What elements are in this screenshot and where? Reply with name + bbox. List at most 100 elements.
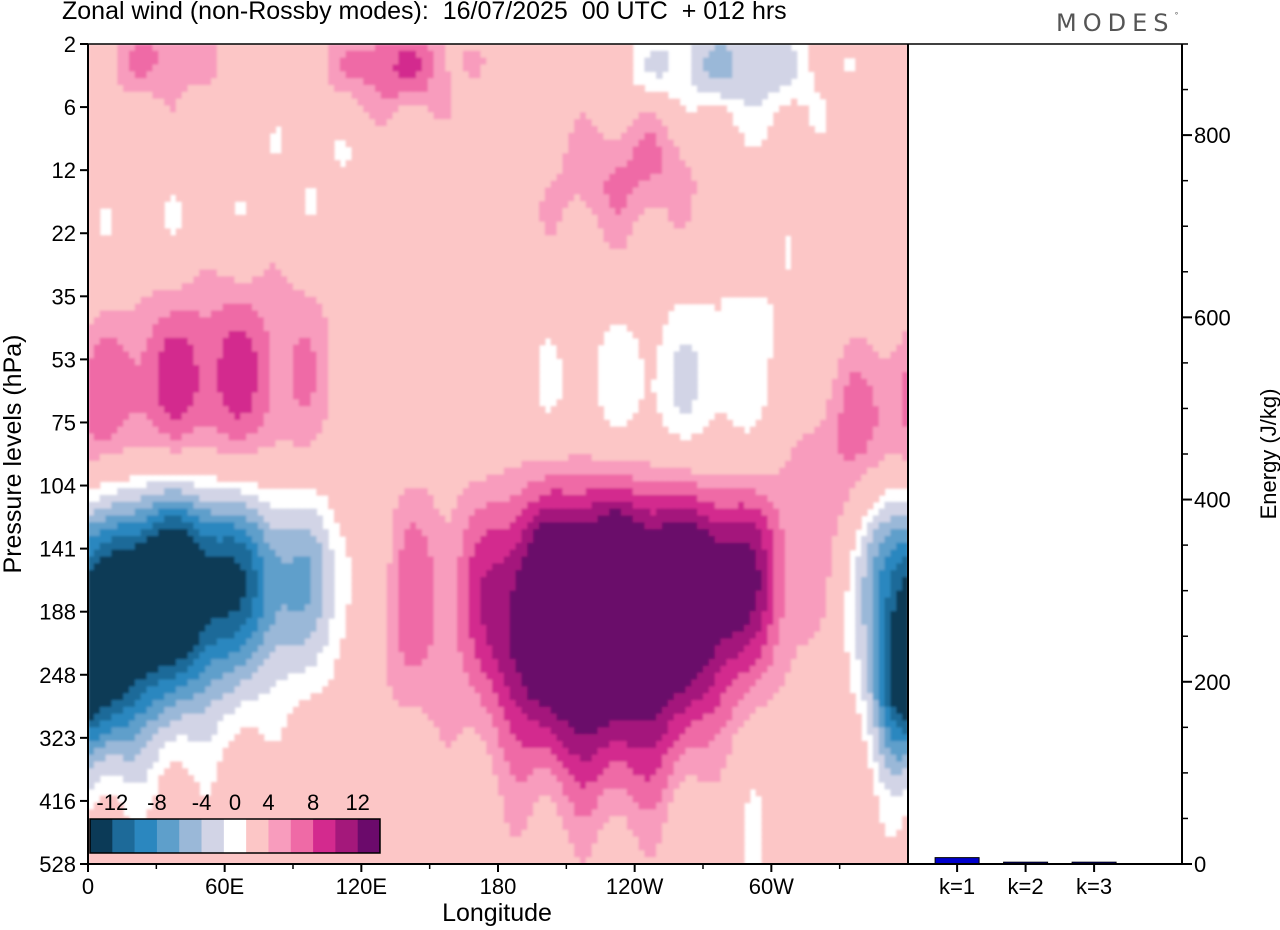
heatmap-cell [152,249,159,257]
heatmap-cell [515,228,523,236]
heatmap-cell [392,71,400,79]
heatmap-cell [269,112,277,120]
heatmap-cell [662,105,669,113]
heatmap-cell [175,98,183,107]
heatmap-cell [263,201,271,209]
heatmap-cell [275,153,282,161]
heatmap-cell [855,283,862,291]
heatmap-cell [351,167,359,175]
heatmap-cell [175,78,183,86]
heatmap-cell [193,132,200,141]
heatmap-cell [884,57,892,66]
heatmap-cell [855,249,862,257]
heatmap-cell [691,228,698,236]
heatmap-cell [679,214,687,223]
heatmap-cell [240,91,247,100]
heatmap-cell [802,194,810,202]
heatmap-cell [457,132,464,141]
heatmap-cell [287,57,294,66]
heatmap-cell [134,85,142,93]
heatmap-cell [216,214,224,223]
heatmap-cell [181,85,189,93]
heatmap-cell [720,262,728,271]
heatmap-cell [749,214,757,223]
heatmap-cell [93,194,101,202]
heatmap-cell [685,276,692,284]
heatmap-cell [380,208,388,216]
heatmap-cell [398,228,405,236]
heatmap-cell [849,235,856,243]
heatmap-cell [802,228,810,236]
heatmap-cell [585,249,593,257]
heatmap-cell [111,105,118,113]
heatmap-cell [240,180,247,189]
heatmap-cell [357,78,364,86]
heatmap-cell [164,180,171,189]
heatmap-cell [164,296,171,305]
heatmap-cell [93,255,101,264]
heatmap-cell [867,50,874,59]
heatmap-cell [386,112,394,120]
heatmap-cell [744,160,751,168]
heatmap-cell [416,180,423,189]
heatmap-cell [187,146,195,154]
heatmap-cell [375,112,382,120]
heatmap-cell [679,208,687,216]
heatmap-cell [585,208,593,216]
heatmap-cell [609,276,616,284]
heatmap-cell [322,290,329,298]
heatmap-cell [404,235,411,243]
heatmap-cell [146,255,154,264]
heatmap-cell [826,98,833,107]
heatmap-cell [222,201,230,209]
heatmap-cell [498,119,505,127]
heatmap-cell [462,283,470,291]
heatmap-cell [785,208,792,216]
heatmap-cell [896,201,903,209]
heatmap-cell [275,173,282,182]
heatmap-cell [316,235,323,243]
heatmap-cell [134,262,142,271]
heatmap-cell [93,64,101,72]
heatmap-cell [691,187,698,195]
heatmap-cell [785,126,792,134]
heatmap-cell [574,276,581,284]
heatmap-cell [515,91,523,100]
heatmap-cell [785,290,792,298]
heatmap-cell [556,249,564,257]
heatmap-cell [380,194,388,202]
heatmap-cell [867,78,874,86]
heatmap-cell [539,153,546,161]
heatmap-cell [152,276,159,284]
heatmap-cell [99,91,107,100]
heatmap-cell [187,221,195,230]
heatmap-cell [281,98,288,107]
heatmap-cell [88,249,95,257]
heatmap-cell [790,180,798,189]
heatmap-cell [544,235,552,243]
heatmap-cell [363,194,370,202]
heatmap-cell [287,173,294,182]
heatmap-cell [451,214,458,223]
heatmap-cell [252,78,259,86]
heatmap-cell [170,255,177,264]
heatmap-cell [527,194,534,202]
heatmap-cell [726,85,733,93]
heatmap-cell [872,71,880,79]
heatmap-cell [316,167,323,175]
heatmap-cell [152,119,159,127]
heatmap-cell [199,201,206,209]
heatmap-cell [556,44,564,52]
heatmap-cell [656,255,663,264]
heatmap-cell [597,132,605,141]
heatmap-cell [498,194,505,202]
heatmap-cell [837,119,845,127]
heatmap-cell [345,201,353,209]
heatmap-cell [468,262,476,271]
heatmap-cell [93,283,101,291]
heatmap-cell [603,276,610,284]
heatmap-cell [398,71,405,79]
heatmap-cell [509,283,517,291]
heatmap-cell [503,119,511,127]
heatmap-cell [316,194,323,202]
